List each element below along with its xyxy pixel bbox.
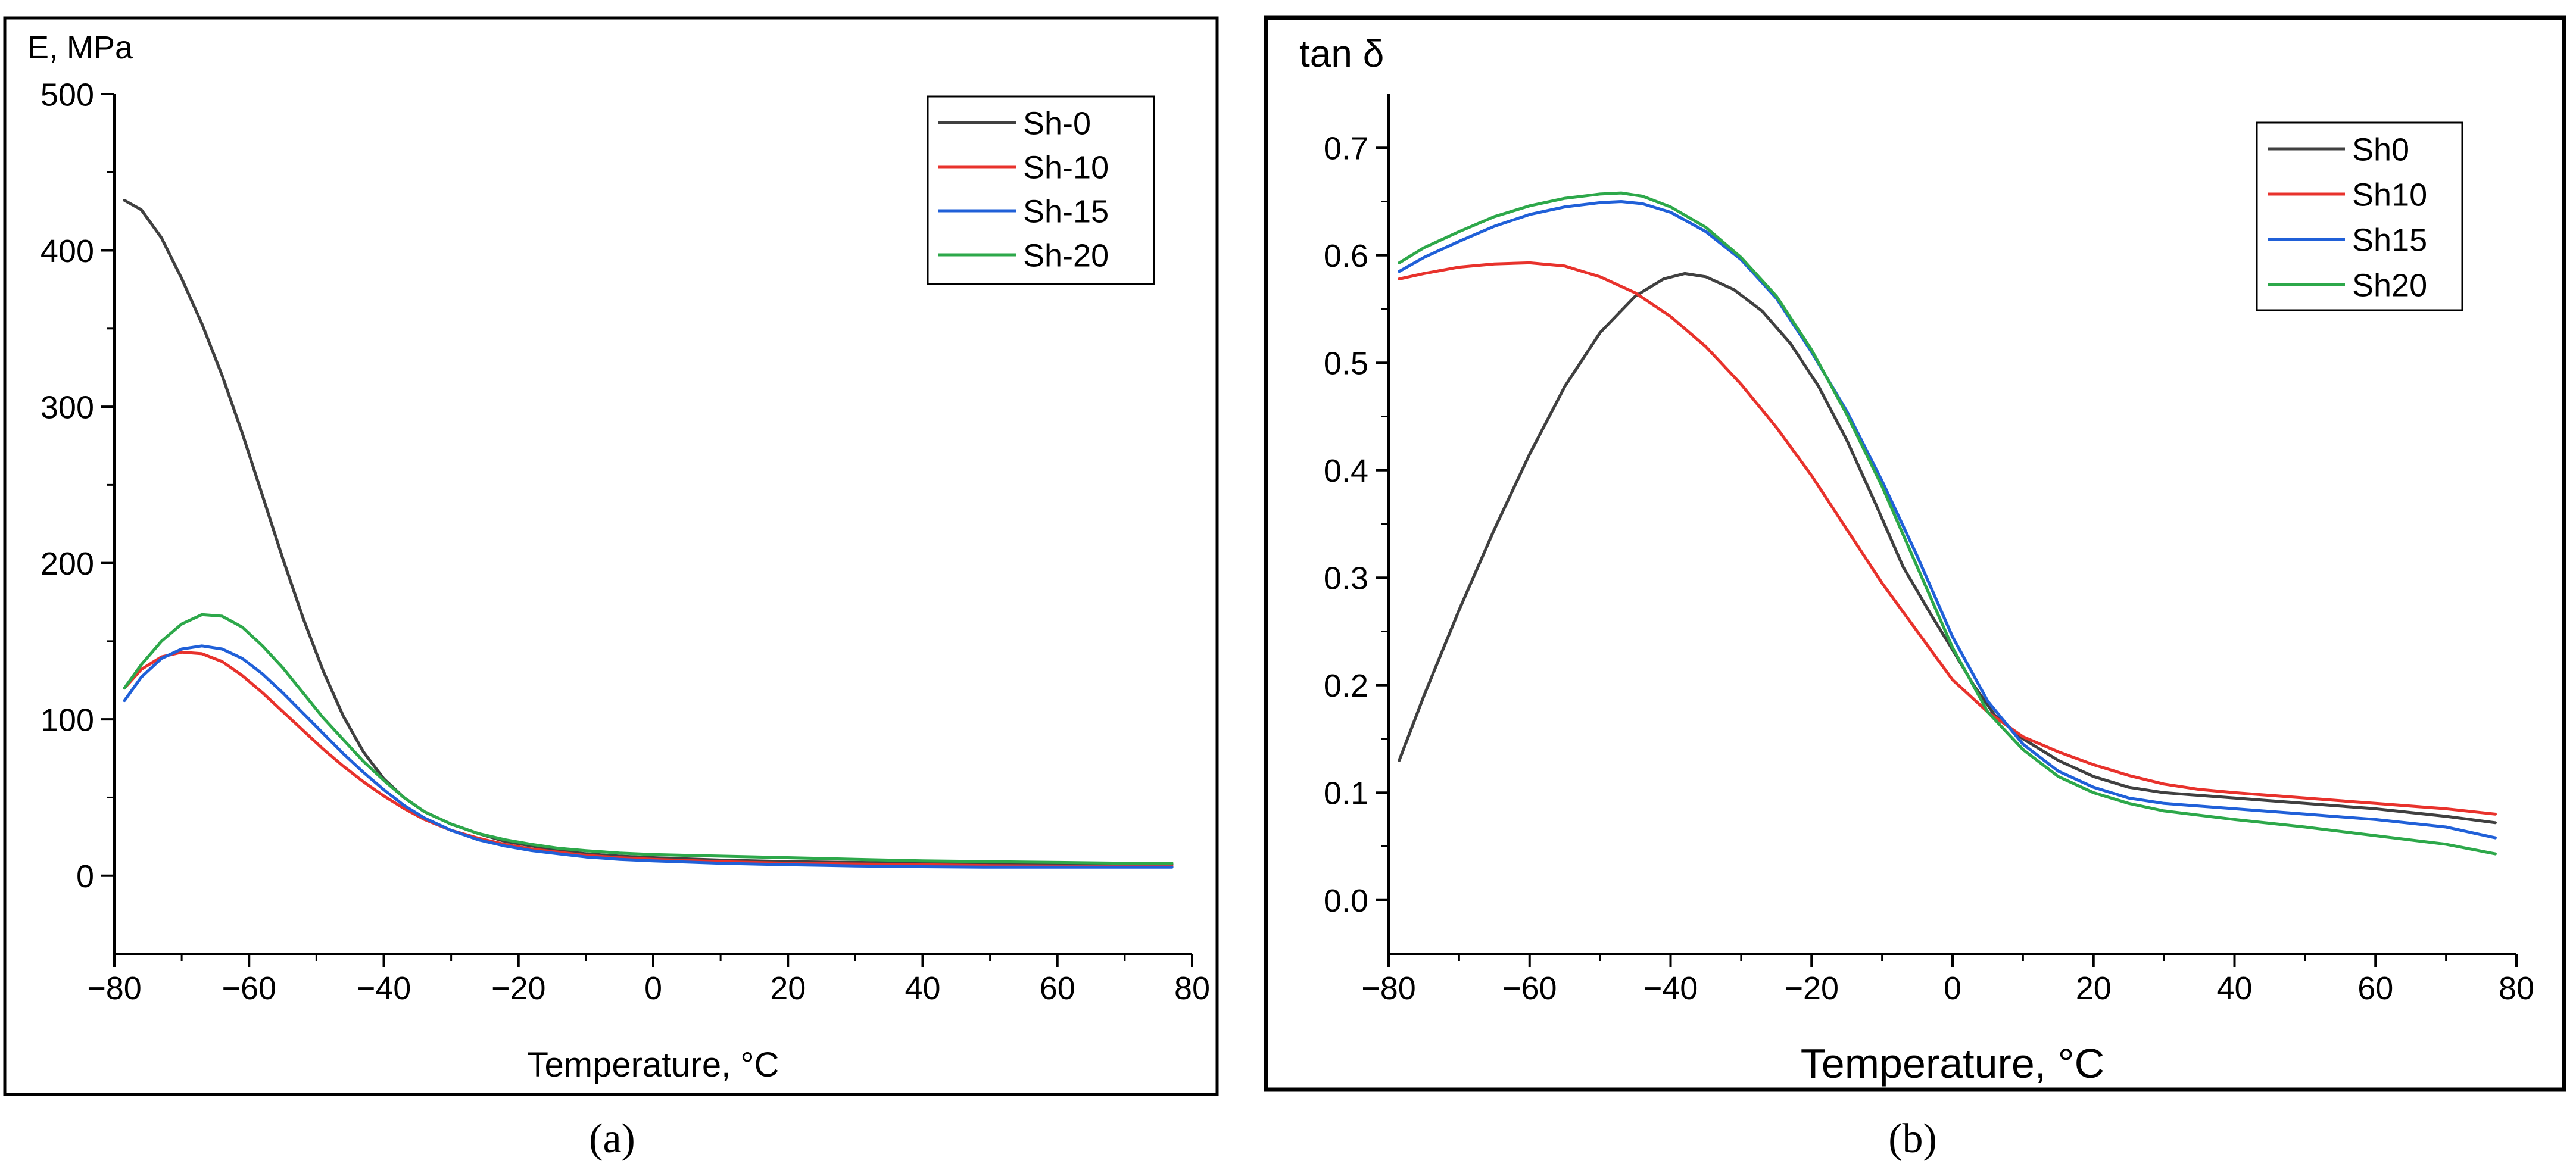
panel-a-y-tick-label: 400 xyxy=(40,233,94,269)
captions: (a) (b) xyxy=(589,1116,1937,1162)
panel-b-x-tick-label: 20 xyxy=(2076,971,2112,1006)
panel-a-x-tick-label: 20 xyxy=(770,971,806,1006)
panel-b-y-tick-label: 0.6 xyxy=(1324,238,1368,274)
panel-a: −80 −60 −40 −20 0 20 40 60 80 0 100 200 300 400 500 Tem… xyxy=(3,16,1219,1096)
panel-b-series-line-sh10 xyxy=(1398,261,2497,816)
panel-a-y-tick-label: 100 xyxy=(40,703,94,738)
panel-a-y-axis-label: E, MPa xyxy=(27,30,133,65)
caption-b: (b) xyxy=(1888,1116,1937,1162)
panel-b-y-tick-label: 0.2 xyxy=(1324,668,1368,704)
panel-a-y-tick-label: 200 xyxy=(40,546,94,582)
panel-a-y-tick-label: 500 xyxy=(40,77,94,113)
panel-b-y-tick-label: 0.3 xyxy=(1324,561,1368,597)
panel-a-series-line-sh-15 xyxy=(123,644,1174,869)
panel-b-y-tick-label: 0.7 xyxy=(1324,131,1368,167)
panel-b-x-tick-label: −60 xyxy=(1502,971,1557,1006)
panel-b-series-line-sh0 xyxy=(1398,272,2497,825)
panel-b-y-tick-label: 0.1 xyxy=(1324,776,1368,812)
panel-b-y-tick-label: 0.0 xyxy=(1324,883,1368,919)
panel-b-legend-label-sh15: Sh15 xyxy=(2352,222,2427,258)
panel-b-x-axis-label: Temperature, °C xyxy=(1801,1040,2104,1087)
panel-a-x-tick-label: 60 xyxy=(1040,971,1075,1006)
panel-a-legend-label-sh-0: Sh-0 xyxy=(1023,105,1091,141)
panel-b-x-tick-label: 60 xyxy=(2357,971,2393,1006)
panel-a-legend-label-sh-15: Sh-15 xyxy=(1023,194,1109,229)
panel-b: −80 −60 −40 −20 0 20 40 60 80 0.0 0.1 0.2 0.3 0.4 0.5 0… xyxy=(1264,15,2566,1092)
panel-b-series-line-sh20 xyxy=(1398,191,2497,856)
panel-a-x-tick-label: 0 xyxy=(644,971,662,1006)
panel-b-y-axis-label: tan δ xyxy=(1299,32,1384,75)
panel-a-legend-label-sh-20: Sh-20 xyxy=(1023,238,1109,273)
panel-a-x-axis-label: Temperature, °C xyxy=(528,1046,779,1084)
panel-b-y-tick-label: 0.4 xyxy=(1324,453,1368,489)
panel-b-x-tick-label: −80 xyxy=(1361,971,1416,1006)
panel-b-legend-label-sh20: Sh20 xyxy=(2352,267,2427,303)
panel-a-series-line-sh-20 xyxy=(123,613,1174,865)
panel-a-frame xyxy=(3,16,1219,1096)
panel-b-x-tick-label: −20 xyxy=(1784,971,1839,1006)
panel-b-x-tick-label: 0 xyxy=(1944,971,1961,1006)
panel-b-legend-label-sh10: Sh10 xyxy=(2352,177,2427,213)
panel-b-frame xyxy=(1264,15,2566,1092)
panel-b-y-tick-label: 0.5 xyxy=(1324,346,1368,382)
panel-b-x-tick-label: −40 xyxy=(1643,971,1698,1006)
panel-a-y-tick-label: 0 xyxy=(76,859,94,894)
panel-a-x-tick-label: −60 xyxy=(222,971,276,1006)
panel-a-x-tick-label: −20 xyxy=(491,971,546,1006)
panel-a-x-tick-label: −80 xyxy=(87,971,142,1006)
panel-b-legend-box xyxy=(2256,121,2463,311)
panel-b-x-tick-label: 80 xyxy=(2499,971,2534,1006)
panel-a-x-tick-label: −40 xyxy=(357,971,411,1006)
panel-b-series-line-sh15 xyxy=(1398,200,2497,840)
panel-b-x-tick-label: 40 xyxy=(2216,971,2252,1006)
panel-a-legend-box xyxy=(927,95,1155,285)
panel-a-x-tick-label: 40 xyxy=(905,971,940,1006)
panel-a-y-tick-label: 300 xyxy=(40,390,94,426)
panel-b-legend-label-sh0: Sh0 xyxy=(2352,132,2409,167)
panel-a-x-tick-label: 80 xyxy=(1174,971,1210,1006)
panel-a-legend-label-sh-10: Sh-10 xyxy=(1023,149,1109,185)
caption-a: (a) xyxy=(589,1116,635,1162)
